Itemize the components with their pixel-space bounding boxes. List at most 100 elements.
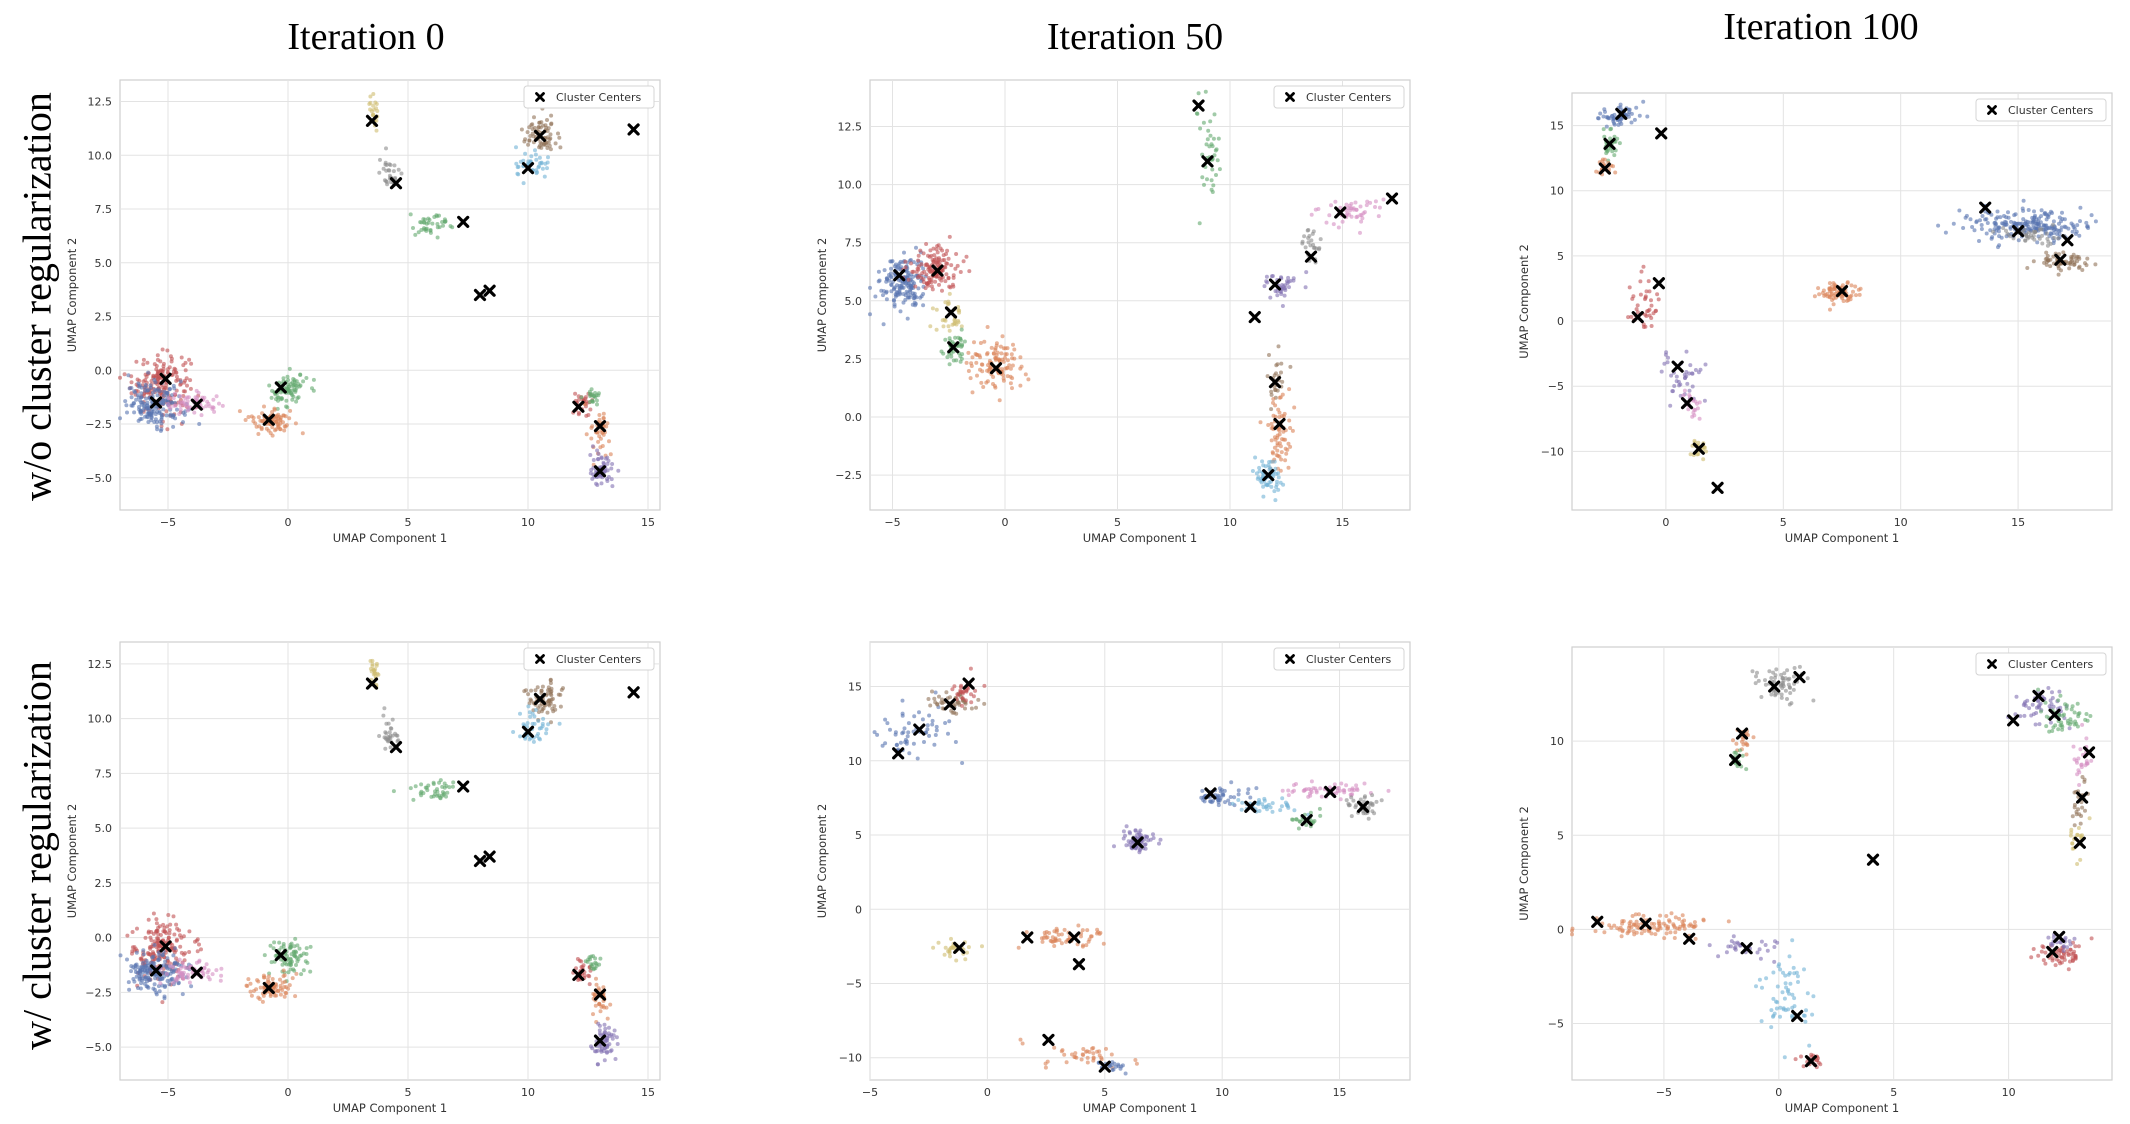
data-point bbox=[913, 303, 918, 308]
data-point bbox=[2046, 239, 2051, 244]
data-point bbox=[438, 778, 443, 783]
data-point bbox=[130, 949, 135, 954]
data-point bbox=[900, 285, 905, 290]
cluster-pink bbox=[156, 957, 224, 986]
data-point bbox=[1138, 828, 1143, 833]
data-point bbox=[962, 339, 967, 344]
data-point bbox=[1654, 308, 1658, 313]
data-point bbox=[1655, 292, 1660, 297]
data-point bbox=[529, 123, 534, 128]
data-point bbox=[1769, 1008, 1774, 1013]
data-point bbox=[868, 312, 872, 317]
data-point bbox=[1777, 962, 1782, 967]
data-point bbox=[1271, 400, 1275, 405]
data-point bbox=[526, 692, 531, 697]
data-point bbox=[1627, 285, 1632, 290]
data-point bbox=[546, 155, 550, 160]
data-point bbox=[2022, 227, 2026, 232]
data-point bbox=[160, 347, 165, 352]
data-point bbox=[535, 734, 539, 738]
data-point bbox=[964, 360, 969, 365]
data-point bbox=[999, 351, 1004, 356]
data-point bbox=[1778, 1005, 1783, 1010]
data-point bbox=[1686, 407, 1691, 412]
data-point bbox=[1214, 173, 1218, 177]
data-point bbox=[1275, 433, 1280, 438]
data-point bbox=[921, 303, 926, 308]
data-point bbox=[2040, 241, 2045, 246]
data-point bbox=[587, 955, 592, 960]
data-point bbox=[290, 380, 295, 385]
data-point bbox=[377, 170, 382, 175]
data-point bbox=[931, 246, 936, 251]
data-point bbox=[146, 952, 151, 957]
data-point bbox=[440, 784, 445, 789]
data-point bbox=[1338, 205, 1343, 210]
data-point bbox=[1675, 926, 1680, 931]
data-point bbox=[537, 726, 542, 731]
data-point bbox=[937, 694, 941, 699]
data-point bbox=[540, 684, 545, 689]
data-point bbox=[1018, 383, 1023, 388]
data-point bbox=[1317, 247, 1321, 252]
data-point bbox=[2072, 722, 2077, 727]
cluster-center-marker bbox=[483, 850, 496, 863]
data-point bbox=[260, 419, 265, 424]
data-point bbox=[1080, 928, 1085, 933]
data-point bbox=[615, 1042, 620, 1046]
data-point bbox=[924, 262, 929, 267]
data-point bbox=[1111, 1067, 1116, 1072]
data-point bbox=[613, 1057, 618, 1061]
y-tick-label: −2.5 bbox=[835, 469, 862, 482]
data-point bbox=[155, 393, 160, 398]
data-point bbox=[1240, 800, 1245, 805]
legend-marker bbox=[1285, 92, 1295, 102]
data-point bbox=[1373, 205, 1377, 209]
cluster-purple bbox=[1262, 270, 1309, 308]
data-point bbox=[388, 733, 393, 738]
data-point bbox=[947, 328, 952, 333]
data-point bbox=[435, 225, 440, 230]
data-point bbox=[1771, 1014, 1775, 1019]
data-point bbox=[166, 935, 171, 940]
data-point bbox=[161, 393, 166, 398]
data-point bbox=[595, 1048, 600, 1053]
data-point bbox=[1311, 245, 1316, 250]
data-point bbox=[938, 246, 943, 251]
data-point bbox=[1764, 976, 1769, 981]
data-point bbox=[178, 933, 182, 938]
data-point bbox=[167, 928, 172, 933]
data-point bbox=[2045, 253, 2050, 258]
data-point bbox=[2042, 260, 2047, 265]
data-point bbox=[1724, 950, 1729, 955]
cluster-center-marker bbox=[1598, 162, 1611, 175]
data-point bbox=[143, 378, 148, 383]
data-point bbox=[1215, 158, 1220, 163]
data-point bbox=[287, 416, 292, 421]
data-point bbox=[1377, 205, 1382, 210]
data-point bbox=[1751, 735, 1756, 740]
data-point bbox=[1210, 144, 1215, 149]
data-point bbox=[2066, 967, 2071, 972]
data-point bbox=[164, 413, 169, 418]
data-point bbox=[1277, 395, 1282, 400]
data-point bbox=[960, 696, 965, 701]
data-point bbox=[2063, 225, 2068, 230]
data-point bbox=[882, 268, 887, 273]
data-point bbox=[1200, 175, 1205, 180]
data-point bbox=[1119, 1064, 1124, 1069]
data-point bbox=[532, 115, 536, 120]
data-point bbox=[2053, 963, 2058, 968]
data-point bbox=[606, 475, 611, 479]
data-point bbox=[1358, 230, 1362, 235]
data-point bbox=[219, 966, 224, 971]
data-point bbox=[123, 399, 128, 404]
x-axis-label: UMAP Component 1 bbox=[1785, 1101, 1900, 1115]
data-point bbox=[1292, 788, 1296, 793]
y-tick-label: 12.5 bbox=[88, 658, 113, 671]
data-point bbox=[943, 945, 948, 950]
data-point bbox=[889, 266, 893, 271]
data-point bbox=[1229, 780, 1234, 785]
x-tick-label: 5 bbox=[1890, 1086, 1897, 1099]
data-point bbox=[518, 734, 523, 739]
